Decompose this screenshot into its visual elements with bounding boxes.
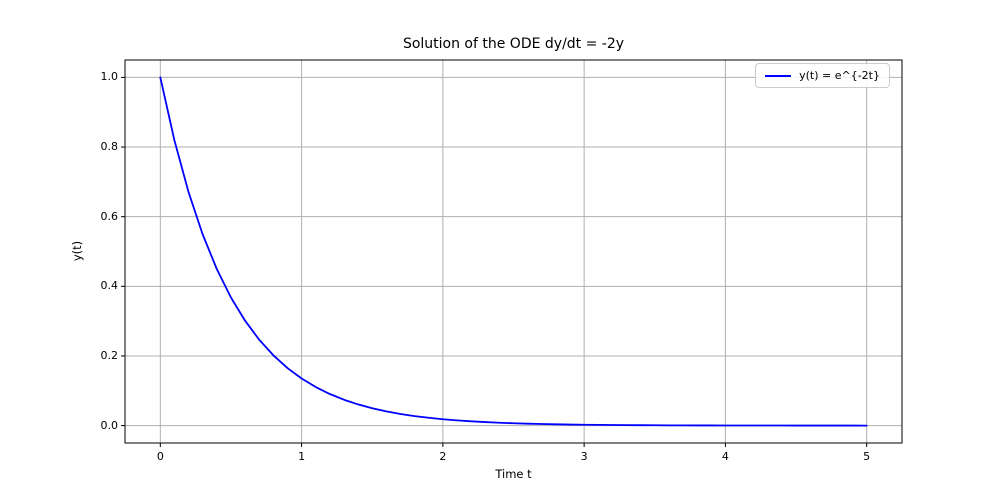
x-tick-label: 0: [156, 450, 164, 463]
y-axis-label: y(t): [70, 240, 84, 262]
x-axis-label: Time t: [495, 467, 532, 481]
y-tick-label: 0.4: [100, 279, 119, 293]
x-tick-label: 3: [580, 450, 588, 463]
x-tick-label: 2: [439, 450, 447, 463]
axes-border: [124, 59, 903, 444]
legend: y(t) = e^{-2t}: [755, 63, 890, 88]
plot-area: y(t) = e^{-2t}: [125, 60, 902, 443]
y-tick-label: 0.6: [100, 209, 119, 223]
x-tick-label: 5: [863, 450, 871, 463]
y-tick-label: 0.8: [100, 140, 119, 154]
x-tick-label: 4: [721, 450, 729, 463]
y-tick-label: 0.0: [100, 418, 119, 432]
legend-line-sample: [765, 74, 792, 77]
y-tick-label: 1.0: [100, 70, 119, 84]
series-line: [159, 76, 868, 427]
x-tick-label: 1: [298, 450, 306, 463]
y-tick-label: 0.2: [100, 348, 119, 362]
legend-label: y(t) = e^{-2t}: [799, 69, 880, 82]
chart-title: Solution of the ODE dy/dt = -2y: [402, 36, 625, 52]
